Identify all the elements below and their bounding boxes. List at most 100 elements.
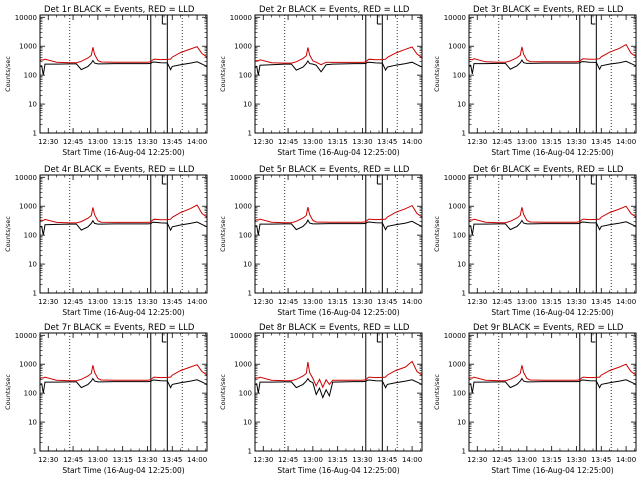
x-tick-label: 12:45	[278, 298, 298, 306]
detector-panel: Det 4r BLACK = Events, RED = LLD Counts/s…	[4, 165, 208, 317]
detector-panel: Det 6r BLACK = Events, RED = LLD Counts/s…	[433, 165, 637, 317]
y-axis-label: Counts/sec	[4, 56, 12, 92]
plot-frame	[468, 174, 637, 294]
series-line	[39, 364, 208, 382]
x-tick-label: 13:00	[517, 138, 537, 146]
panel-title: Det 5r BLACK = Events, RED = LLD	[259, 165, 410, 175]
x-tick-label: 13:00	[88, 138, 108, 146]
y-tick-label: 10000	[230, 174, 252, 182]
y-tick-label: 1	[33, 290, 37, 298]
panel-title: Det 1r BLACK = Events, RED = LLD	[44, 5, 195, 15]
x-tick-label: 12:30	[253, 456, 273, 464]
x-tick-label: 12:30	[38, 298, 58, 306]
x-axis-label: Start Time (16-Aug-04 12:25:00)	[62, 308, 184, 317]
series-line	[468, 205, 637, 224]
x-tick-label: 13:15	[113, 138, 133, 146]
x-tick-label: 13:15	[113, 456, 133, 464]
series-line	[468, 43, 637, 63]
y-tick-label: 10	[457, 261, 466, 269]
y-tick-label: 1	[33, 448, 37, 456]
x-tick-label: 13:30	[566, 456, 586, 464]
x-axis-label: Start Time (16-Aug-04 12:25:00)	[277, 308, 399, 317]
x-tick-label: 13:00	[517, 298, 537, 306]
y-tick-label: 1	[462, 290, 466, 298]
x-tick-label: 13:45	[591, 456, 611, 464]
series-line	[39, 377, 208, 394]
plot-frame	[468, 14, 637, 134]
x-tick-label: 12:30	[38, 456, 58, 464]
x-tick-label: 13:45	[377, 298, 397, 306]
plot-frame	[254, 174, 423, 294]
detector-panel: Det 8r BLACK = Events, RED = LLD Counts/s…	[219, 323, 423, 475]
y-tick-label: 10	[243, 419, 252, 427]
series-line	[254, 377, 423, 399]
y-tick-label: 1000	[448, 361, 466, 369]
x-tick-label: 14:00	[402, 298, 422, 306]
detector-panel: Det 3r BLACK = Events, RED = LLD Counts/s…	[433, 5, 637, 157]
y-tick-label: 1000	[448, 203, 466, 211]
y-tick-label: 1	[462, 130, 466, 138]
x-axis-label: Start Time (16-Aug-04 12:25:00)	[62, 148, 184, 157]
y-tick-label: 10	[457, 419, 466, 427]
x-axis-label: Start Time (16-Aug-04 12:25:00)	[277, 148, 399, 157]
plot-frame	[254, 332, 423, 452]
x-tick-label: 12:45	[492, 138, 512, 146]
y-tick-label: 10	[28, 101, 37, 109]
x-tick-label: 12:45	[492, 456, 512, 464]
y-axis-label: Counts/sec	[219, 374, 227, 410]
y-axis-label: Counts/sec	[433, 56, 441, 92]
detector-panel: Det 9r BLACK = Events, RED = LLD Counts/s…	[433, 323, 637, 475]
x-tick-label: 12:45	[63, 138, 83, 146]
x-tick-label: 13:15	[328, 298, 348, 306]
y-tick-label: 1000	[19, 43, 37, 51]
y-tick-label: 1000	[19, 203, 37, 211]
x-tick-label: 12:45	[278, 138, 298, 146]
x-tick-label: 13:00	[303, 456, 323, 464]
x-tick-label: 12:30	[467, 456, 487, 464]
x-tick-label: 13:30	[352, 298, 372, 306]
x-tick-label: 13:45	[377, 138, 397, 146]
y-axis-label: Counts/sec	[219, 56, 227, 92]
x-tick-label: 13:00	[88, 298, 108, 306]
x-axis-label: Start Time (16-Aug-04 12:25:00)	[62, 466, 184, 475]
y-tick-label: 100	[24, 72, 37, 80]
detector-panel: Det 1r BLACK = Events, RED = LLD Counts/s…	[4, 5, 208, 157]
y-tick-label: 10000	[230, 332, 252, 340]
x-axis-label: Start Time (16-Aug-04 12:25:00)	[277, 466, 399, 475]
detector-panel: Det 7r BLACK = Events, RED = LLD Counts/s…	[4, 323, 208, 475]
x-tick-label: 13:45	[591, 298, 611, 306]
y-tick-label: 10000	[444, 14, 466, 22]
y-tick-label: 10000	[15, 14, 37, 22]
y-axis-label: Counts/sec	[433, 216, 441, 252]
panel-title: Det 4r BLACK = Events, RED = LLD	[44, 165, 195, 175]
y-tick-label: 1	[248, 290, 252, 298]
x-tick-label: 14:00	[187, 456, 207, 464]
plot-frame	[468, 332, 637, 452]
y-tick-label: 10	[243, 101, 252, 109]
x-tick-label: 12:30	[253, 298, 273, 306]
y-tick-label: 100	[239, 390, 252, 398]
x-tick-label: 13:00	[303, 138, 323, 146]
x-tick-label: 13:00	[517, 456, 537, 464]
x-tick-label: 13:30	[352, 456, 372, 464]
y-tick-label: 1000	[234, 203, 252, 211]
x-tick-label: 13:30	[137, 298, 157, 306]
y-axis-label: Counts/sec	[4, 374, 12, 410]
x-axis-label: Start Time (16-Aug-04 12:25:00)	[491, 148, 613, 157]
y-tick-label: 1000	[19, 361, 37, 369]
x-tick-label: 13:45	[377, 456, 397, 464]
y-tick-label: 1000	[234, 361, 252, 369]
y-tick-label: 10000	[444, 332, 466, 340]
x-tick-label: 14:00	[187, 138, 207, 146]
y-tick-label: 100	[24, 390, 37, 398]
y-tick-label: 100	[453, 72, 466, 80]
y-tick-label: 100	[453, 232, 466, 240]
x-tick-label: 12:45	[278, 456, 298, 464]
panel-title: Det 3r BLACK = Events, RED = LLD	[473, 5, 624, 15]
x-tick-label: 12:30	[253, 138, 273, 146]
plot-frame	[39, 332, 208, 452]
y-tick-label: 10000	[15, 332, 37, 340]
panel-title: Det 9r BLACK = Events, RED = LLD	[473, 323, 624, 333]
series-line	[254, 59, 423, 76]
x-tick-label: 13:45	[162, 138, 182, 146]
